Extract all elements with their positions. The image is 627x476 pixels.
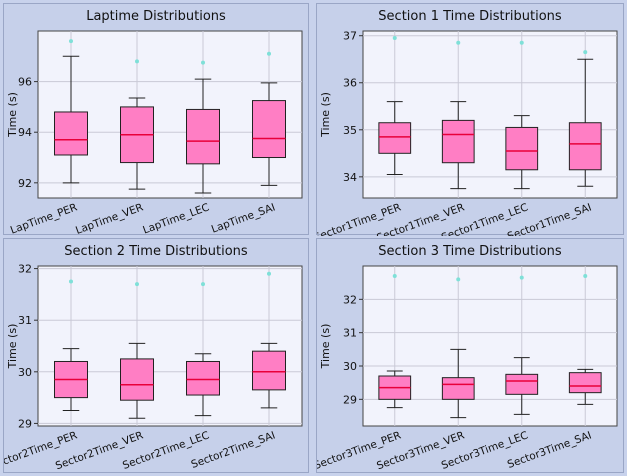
y-tick-label: 29 (343, 393, 357, 406)
section1-chart: 34353637Sector1Time_PERSector1Time_VERSe… (317, 30, 618, 236)
y-tick-label: 31 (18, 314, 32, 327)
y-tick-label: 35 (343, 124, 357, 137)
outlier-point (135, 282, 139, 287)
section2-chart: 29303132Sector2Time_PERSector2Time_VERSe… (4, 263, 303, 472)
y-tick-label: 94 (18, 126, 32, 139)
outlier-point (392, 36, 397, 41)
box (378, 122, 412, 154)
chart-title: Section 2 Time Distributions (64, 244, 248, 259)
y-tick-label: 96 (18, 76, 32, 89)
plot-area (362, 265, 618, 427)
outlier-point (201, 60, 205, 65)
x-tick-label: LapTime_PER (9, 201, 79, 236)
section2-chart-panel: Section 2 Time Distributions 29 30 31 32 Sec… (3, 238, 309, 473)
plot-area (37, 265, 303, 427)
box (505, 126, 539, 171)
outlier-point (519, 275, 524, 280)
y-tick-label: 32 (343, 293, 357, 306)
outlier-point (267, 271, 271, 276)
section3-chart-panel: Section 3 Time Distributions 29 30 31 32 Sec… (316, 238, 624, 473)
y-axis-label: Time (s) (6, 92, 19, 138)
x-tick-label: LapTime_SAI (210, 201, 277, 235)
laptime-chart: 92 94 96 LapTime_PERLapTime_VERLapTime_LECL… (6, 30, 303, 236)
y-tick-label: 30 (18, 366, 32, 379)
y-tick-label: 31 (343, 327, 357, 340)
box (568, 372, 602, 394)
outlier-point (392, 274, 397, 278)
box (252, 350, 286, 391)
box (568, 122, 602, 171)
y-axis-label: Time (s) (319, 324, 332, 370)
y-tick-label: 32 (18, 263, 32, 276)
y-tick-label: 29 (18, 417, 32, 430)
outlier-point (69, 39, 73, 44)
section3-chart: 29303132Sector3Time_PERSector3Time_VERSe… (317, 265, 618, 472)
box (505, 373, 539, 395)
outlier-point (583, 274, 588, 278)
chart-title: Laptime Distributions (86, 9, 226, 24)
y-tick-label: 30 (343, 360, 357, 373)
chart-title: Section 1 Time Distributions (378, 9, 562, 24)
box (54, 111, 88, 156)
plot-area (362, 30, 618, 199)
box (186, 108, 220, 165)
y-tick-label: 37 (343, 30, 357, 43)
outlier-point (456, 277, 461, 282)
box (441, 377, 475, 400)
box (252, 100, 286, 159)
outlier-point (583, 50, 588, 55)
outlier-point (519, 40, 524, 45)
x-tick-label: LapTime_VER (74, 201, 145, 236)
section1-chart-panel: Section 1 Time Distributions 34 35 36 37 Sec… (316, 3, 624, 236)
y-tick-label: 36 (343, 77, 357, 90)
y-axis-label: Time (s) (319, 92, 332, 138)
x-tick-label: LapTime_LEC (141, 201, 211, 236)
box (120, 358, 154, 401)
outlier-point (135, 59, 139, 64)
y-tick-label: 34 (343, 171, 357, 184)
outlier-point (456, 40, 461, 45)
box (186, 360, 220, 396)
outlier-point (267, 51, 271, 56)
laptime-chart-panel: Laptime Distributions 92 94 96 LapTime_PER L… (3, 3, 309, 236)
y-tick-label: 92 (18, 177, 32, 190)
y-axis-label: Time (s) (6, 324, 19, 370)
box (441, 119, 475, 164)
chart-title: Section 3 Time Distributions (378, 244, 562, 259)
outlier-point (201, 282, 205, 287)
outlier-point (69, 279, 73, 284)
